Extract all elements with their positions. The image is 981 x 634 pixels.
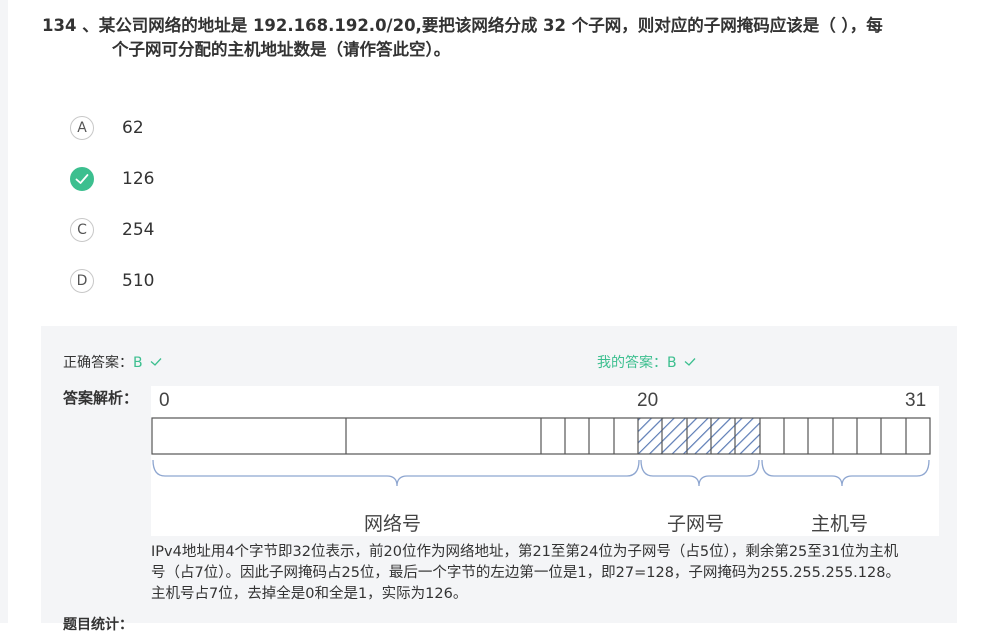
my-answer-value: B bbox=[667, 355, 677, 371]
check-icon bbox=[684, 358, 696, 366]
correct-answer-value: B bbox=[133, 355, 143, 371]
check-icon bbox=[150, 358, 162, 366]
option-a[interactable]: A 62 bbox=[70, 116, 154, 167]
option-b[interactable]: 126 bbox=[70, 167, 154, 218]
my-answer: 我的答案：B bbox=[597, 352, 696, 372]
option-d-letter[interactable]: D bbox=[70, 269, 94, 293]
section-host: 主机号 bbox=[811, 513, 868, 535]
question-text-line2: 个子网可分配的主机地址数是（请作答此空）。 bbox=[112, 40, 451, 59]
bit-label-20: 20 bbox=[637, 390, 658, 411]
question-number: 134 bbox=[42, 16, 77, 35]
ip-bit-diagram: 0 20 31 网络号 子网 bbox=[151, 386, 939, 536]
question-text-line1: 、某公司网络的地址是 192.168.192.0/20,要把该网络分成 32 个… bbox=[82, 16, 883, 35]
section-network: 网络号 bbox=[364, 513, 421, 535]
option-c-text[interactable]: 254 bbox=[122, 220, 155, 240]
bit-label-0: 0 bbox=[159, 390, 170, 411]
bit-label-31: 31 bbox=[905, 390, 926, 411]
option-b-text[interactable]: 126 bbox=[122, 169, 155, 189]
correct-answer: 正确答案：B bbox=[63, 352, 162, 372]
question-stem: 134 、某公司网络的地址是 192.168.192.0/20,要把该网络分成 … bbox=[42, 14, 957, 62]
options-list: A 62 126 C 254 D 510 bbox=[70, 116, 154, 320]
correct-answer-label: 正确答案： bbox=[63, 355, 133, 371]
option-c[interactable]: C 254 bbox=[70, 218, 154, 269]
option-d[interactable]: D 510 bbox=[70, 269, 154, 320]
section-subnet: 子网号 bbox=[667, 513, 724, 535]
option-d-text[interactable]: 510 bbox=[122, 271, 155, 291]
option-a-letter[interactable]: A bbox=[70, 116, 94, 140]
option-c-letter[interactable]: C bbox=[70, 218, 94, 242]
analysis-text: IPv4地址用4个字节即32位表示，前20位作为网络地址，第21至第24位为子网… bbox=[151, 544, 900, 602]
check-circle-icon[interactable] bbox=[70, 167, 94, 191]
analysis-label: 答案解析： bbox=[63, 389, 139, 407]
left-strip bbox=[0, 0, 8, 623]
option-a-text[interactable]: 62 bbox=[122, 118, 144, 138]
stats-label: 题目统计： bbox=[63, 617, 133, 633]
my-answer-label: 我的答案： bbox=[597, 355, 667, 371]
